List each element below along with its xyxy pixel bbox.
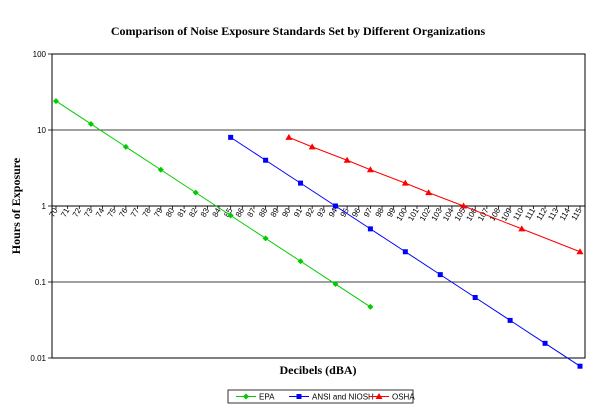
data-point-epa — [332, 281, 339, 288]
legend-box — [227, 389, 414, 404]
data-point-epa — [157, 166, 164, 173]
data-point-ansi-and-niosh — [472, 295, 478, 301]
data-point-epa — [367, 303, 374, 310]
data-point-osha — [425, 189, 433, 196]
legend-marker-ansi-and-niosh — [296, 394, 302, 399]
data-point-osha — [460, 202, 468, 209]
y-tick-label: 100 — [33, 50, 47, 59]
data-point-ansi-and-niosh — [507, 317, 513, 323]
data-point-ansi-and-niosh — [577, 363, 583, 369]
y-tick-label: 0.01 — [30, 354, 46, 363]
data-point-ansi-and-niosh — [542, 340, 548, 346]
series-epa — [53, 98, 374, 310]
legend-label-ansi-and-niosh: ANSI and NIOSH — [312, 393, 374, 402]
data-point-epa — [262, 235, 269, 242]
y-tick-label: 10 — [37, 126, 46, 135]
data-point-ansi-and-niosh — [367, 226, 373, 232]
y-tick-label: 0.1 — [35, 278, 47, 287]
y-axis-title: Hours of Exposure — [9, 157, 23, 254]
y-axis-ticks: 0.01 0.1 1 10 100 — [30, 50, 52, 363]
chart-title: Comparison of Noise Exposure Standards S… — [111, 24, 486, 38]
legend: EPA ANSI and NIOSH OSHA — [227, 389, 415, 404]
data-point-epa — [227, 212, 234, 219]
data-point-ansi-and-niosh — [437, 272, 443, 278]
data-point-ansi-and-niosh — [228, 134, 234, 140]
data-point-osha — [366, 166, 374, 173]
data-point-epa — [192, 189, 199, 196]
data-point-osha — [518, 225, 526, 232]
data-point-epa — [87, 120, 94, 127]
series-ansi-and-niosh — [228, 134, 583, 369]
legend-marker-osha — [375, 393, 383, 399]
data-point-osha — [576, 248, 584, 255]
legend-label-osha: OSHA — [392, 393, 415, 402]
data-point-ansi-and-niosh — [263, 157, 269, 163]
x-axis-title: Decibels (dBA) — [280, 363, 357, 377]
data-point-osha — [401, 179, 409, 186]
series-line-epa — [55, 100, 371, 308]
series-layer — [53, 98, 584, 369]
legend-marker-epa — [243, 393, 249, 400]
data-point-osha — [285, 133, 293, 140]
legend-label-epa: EPA — [259, 393, 275, 402]
data-point-epa — [53, 98, 59, 105]
data-point-epa — [297, 258, 304, 265]
y-tick-label: 1 — [42, 202, 47, 211]
data-point-ansi-and-niosh — [332, 203, 338, 209]
data-point-epa — [122, 143, 129, 150]
data-point-ansi-and-niosh — [298, 180, 304, 186]
data-point-osha — [343, 156, 351, 163]
data-point-osha — [308, 143, 316, 150]
data-point-ansi-and-niosh — [402, 249, 408, 255]
series-osha — [285, 133, 584, 255]
